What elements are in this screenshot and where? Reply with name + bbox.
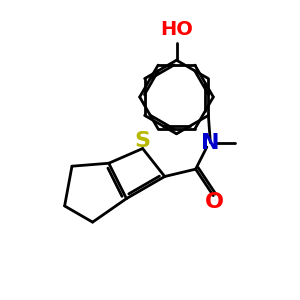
Text: O: O [205, 192, 224, 212]
Text: HO: HO [160, 20, 193, 39]
Text: S: S [134, 131, 150, 151]
Text: N: N [201, 133, 220, 153]
